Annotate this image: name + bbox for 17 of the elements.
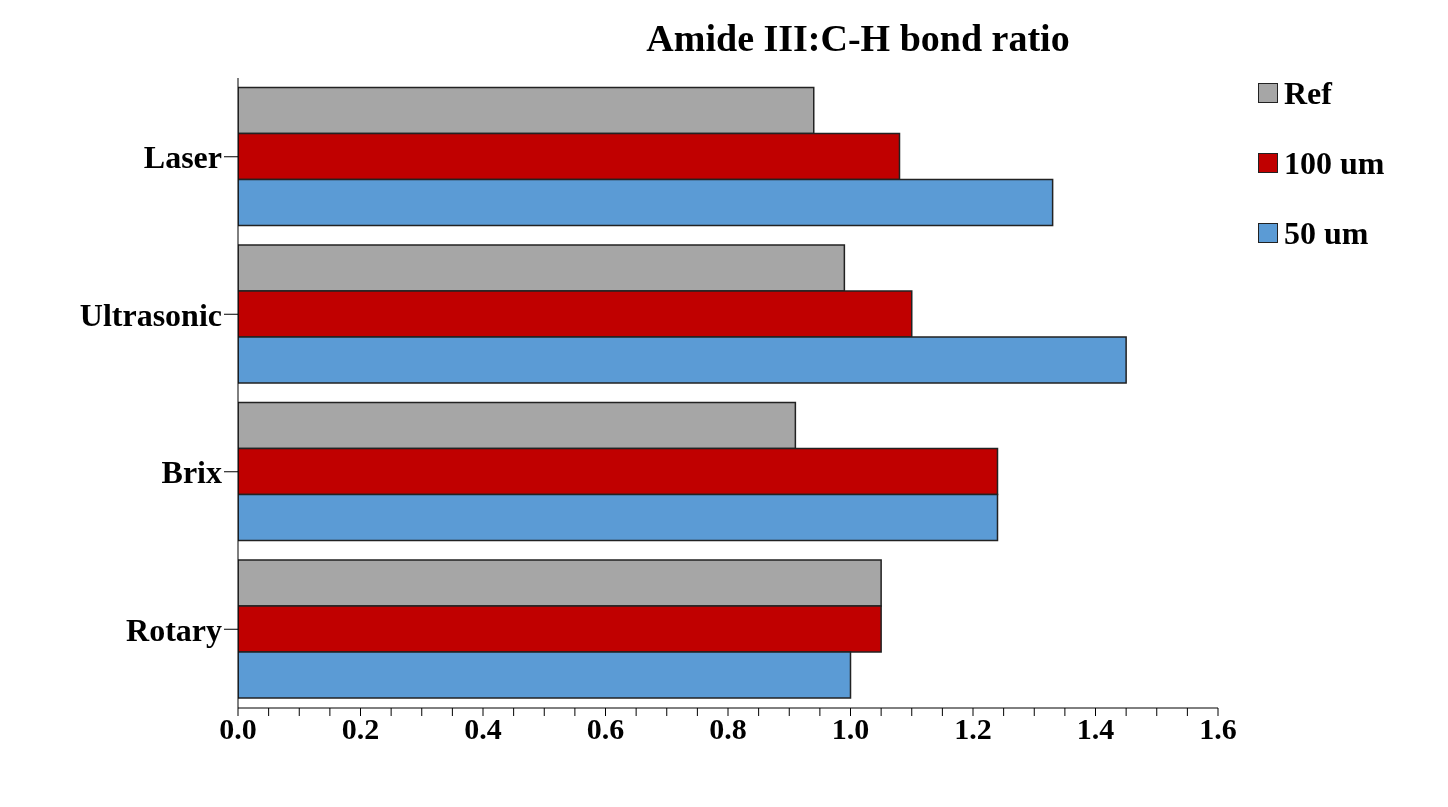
y-tick-label: Brix (161, 454, 222, 491)
legend-label: 50 um (1284, 214, 1369, 252)
text: 0.0 (219, 712, 257, 746)
x-tick-label: 0.4 (464, 712, 502, 746)
legend-label: 100 um (1284, 144, 1385, 182)
x-tick-label: 1.2 (954, 712, 992, 746)
y-tick-label: Rotary (126, 611, 222, 648)
chart-title: Amide III:C-H bond ratio (645, 16, 1071, 60)
x-tick-label: 1.0 (831, 712, 870, 746)
x-tick-label: 0.2 (341, 712, 380, 746)
x-tick-label: 0.8 (709, 712, 747, 746)
legend-label: Ref (1284, 74, 1332, 112)
y-tick-label: Laser (143, 139, 222, 176)
x-tick-label: 1.4 (1076, 712, 1115, 746)
x-tick-label: 0.6 (586, 712, 625, 746)
y-tick-label: Ultrasonic (79, 296, 222, 333)
x-tick-label: 1.6 (1199, 712, 1237, 746)
